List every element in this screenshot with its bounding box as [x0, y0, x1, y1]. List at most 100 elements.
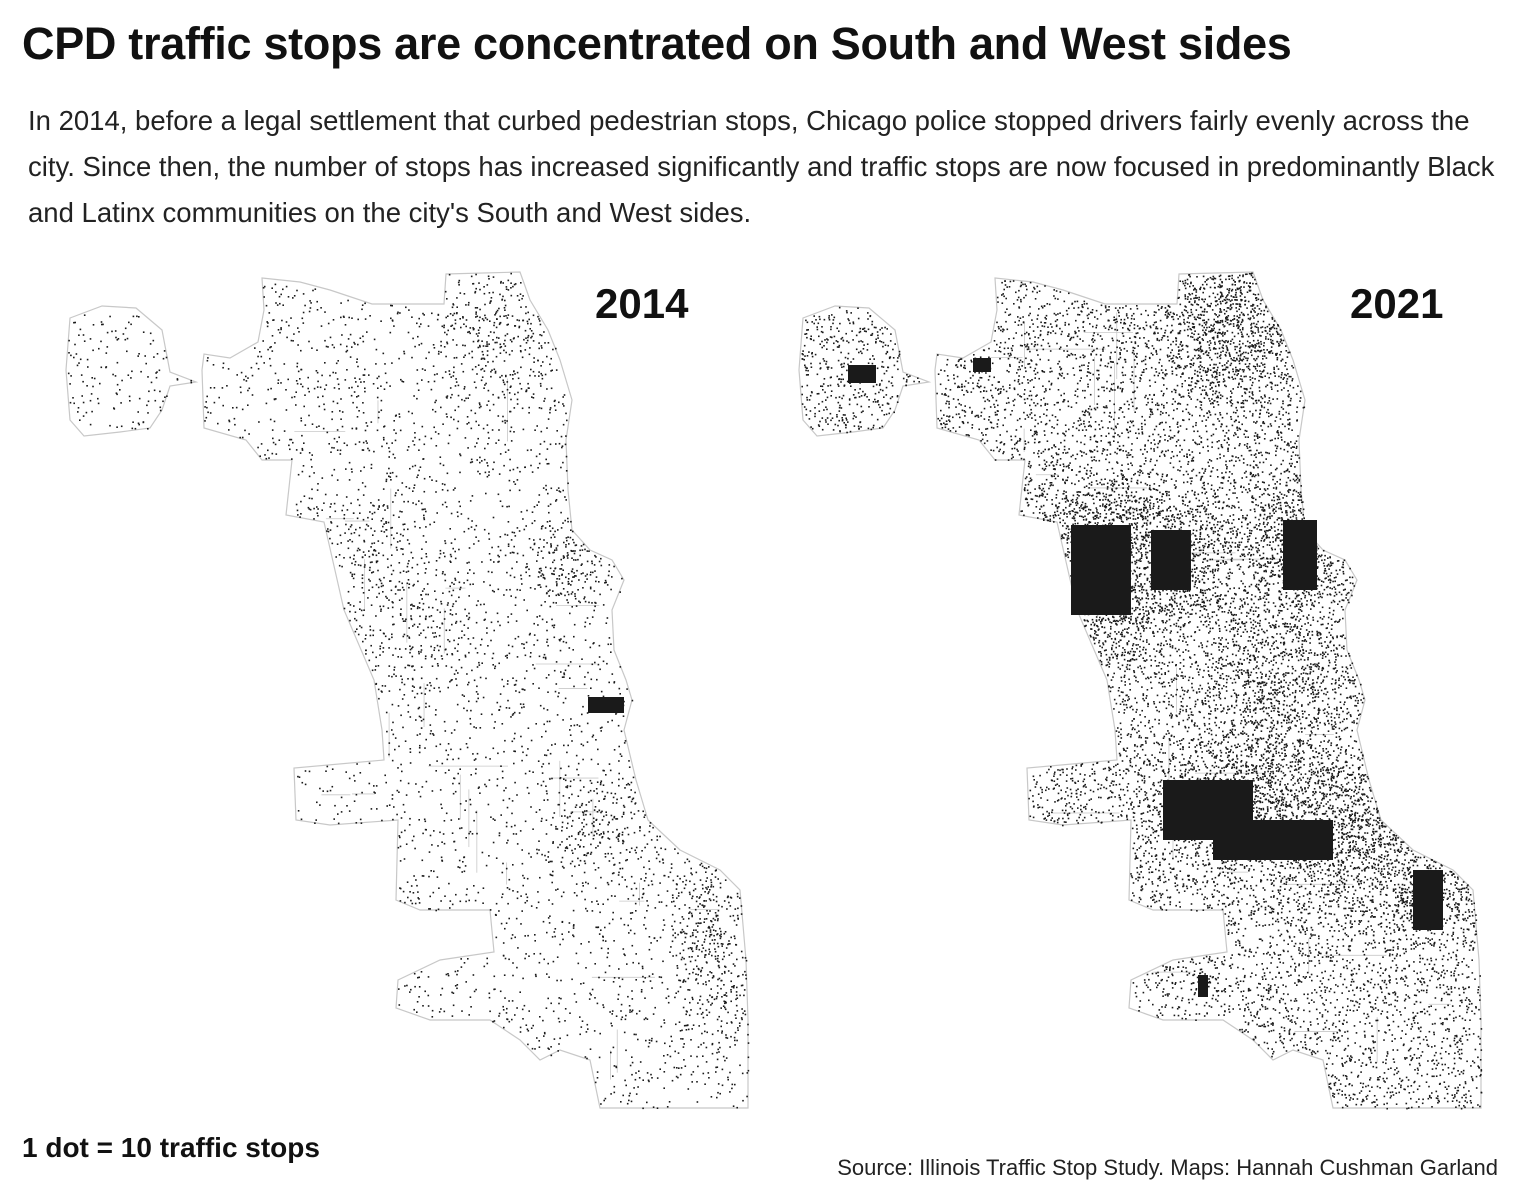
stop-dot — [681, 956, 684, 959]
stop-dot — [533, 634, 536, 636]
stop-dot — [418, 986, 421, 988]
stop-dot — [606, 617, 609, 619]
stop-dot — [478, 661, 480, 664]
stop-dot — [531, 1047, 534, 1050]
stop-dot — [558, 442, 561, 445]
stop-dot — [711, 1052, 714, 1055]
stop-dot — [502, 799, 505, 802]
stop-dot — [572, 927, 575, 929]
stop-dot — [589, 813, 592, 816]
stop-dot — [546, 621, 548, 623]
stop-dot — [538, 318, 540, 320]
stop-dot — [545, 458, 547, 461]
stop-dot — [559, 568, 561, 570]
stop-dot — [677, 1052, 680, 1054]
stop-dot — [1190, 381, 1193, 383]
stop-dot — [551, 777, 553, 780]
stop-dot — [440, 351, 442, 353]
stop-dot — [435, 569, 438, 571]
stop-dot — [371, 571, 373, 574]
stop-dot — [1282, 692, 1284, 695]
stop-dot — [516, 843, 519, 845]
stop-dot — [368, 449, 371, 452]
stop-dot — [297, 473, 300, 476]
ohare-boundary — [65, 305, 199, 437]
stop-dot — [463, 634, 466, 636]
stop-dot — [1124, 374, 1127, 376]
stop-dot — [528, 852, 530, 855]
stop-dot — [500, 346, 503, 348]
stop-dot — [684, 904, 686, 906]
stop-dot — [361, 791, 363, 794]
stop-dot — [347, 547, 350, 550]
stop-dot — [565, 846, 568, 848]
stop-dot — [433, 380, 436, 383]
stop-dot — [275, 453, 278, 455]
stop-dot — [450, 679, 452, 682]
stop-dot — [385, 480, 388, 483]
stop-dot — [606, 956, 609, 959]
stop-dot — [485, 864, 488, 867]
stop-dot — [507, 616, 509, 618]
stop-dot — [550, 543, 552, 545]
stop-dot — [619, 867, 621, 870]
stop-dot — [560, 979, 562, 982]
stop-dot — [558, 1043, 560, 1045]
stop-dot — [736, 1010, 739, 1012]
stop-dot — [548, 511, 550, 514]
stop-dot — [579, 846, 581, 848]
stop-dot — [723, 955, 725, 958]
stop-dot — [627, 782, 629, 785]
stop-dot — [390, 304, 392, 307]
stop-dot — [415, 719, 417, 721]
stop-dot — [495, 902, 498, 905]
stop-dot — [472, 637, 475, 639]
stop-dot — [1157, 877, 1159, 880]
stop-dot — [694, 888, 697, 890]
stop-dot — [591, 736, 594, 738]
stop-dot — [613, 749, 616, 751]
stop-dot — [334, 804, 336, 807]
stop-dot — [715, 1066, 717, 1069]
stop-dot — [432, 632, 434, 634]
stop-dot — [398, 413, 401, 415]
stop-dot — [727, 1011, 729, 1014]
stop-dot — [530, 739, 533, 742]
stop-dot — [445, 648, 447, 651]
stop-dot — [437, 314, 440, 316]
stop-dot — [456, 987, 458, 990]
stop-dot — [567, 664, 570, 667]
stop-dot — [259, 351, 261, 353]
stop-dot — [330, 522, 333, 524]
stop-dot — [329, 789, 332, 792]
stop-dot — [550, 1046, 552, 1048]
stop-dot — [557, 1050, 559, 1052]
stop-dot — [479, 326, 481, 329]
stop-dot — [394, 457, 396, 459]
stop-dot — [549, 589, 551, 591]
stop-dot — [703, 905, 706, 907]
stop-dot — [1301, 954, 1303, 957]
stop-dot — [627, 796, 630, 799]
stop-dot — [520, 735, 522, 738]
stop-dot — [359, 564, 362, 567]
stop-dot — [740, 905, 743, 907]
stop-dot — [468, 547, 471, 549]
stop-dot — [450, 561, 452, 563]
stop-dot — [564, 1020, 566, 1022]
stop-dot — [386, 805, 388, 807]
stop-dot — [594, 1081, 597, 1084]
stop-dot — [413, 605, 416, 607]
stop-dot — [609, 1011, 611, 1013]
stop-dot — [492, 664, 494, 666]
stop-dot — [561, 826, 564, 828]
stop-dot — [496, 778, 499, 780]
stop-dot — [1342, 572, 1345, 575]
stop-dot — [574, 544, 577, 547]
stop-dot — [516, 552, 519, 555]
stop-dot — [315, 426, 318, 428]
stop-dot — [607, 574, 610, 577]
stop-dot — [705, 930, 708, 932]
stop-dot — [566, 539, 568, 542]
stop-dot — [1055, 463, 1058, 466]
